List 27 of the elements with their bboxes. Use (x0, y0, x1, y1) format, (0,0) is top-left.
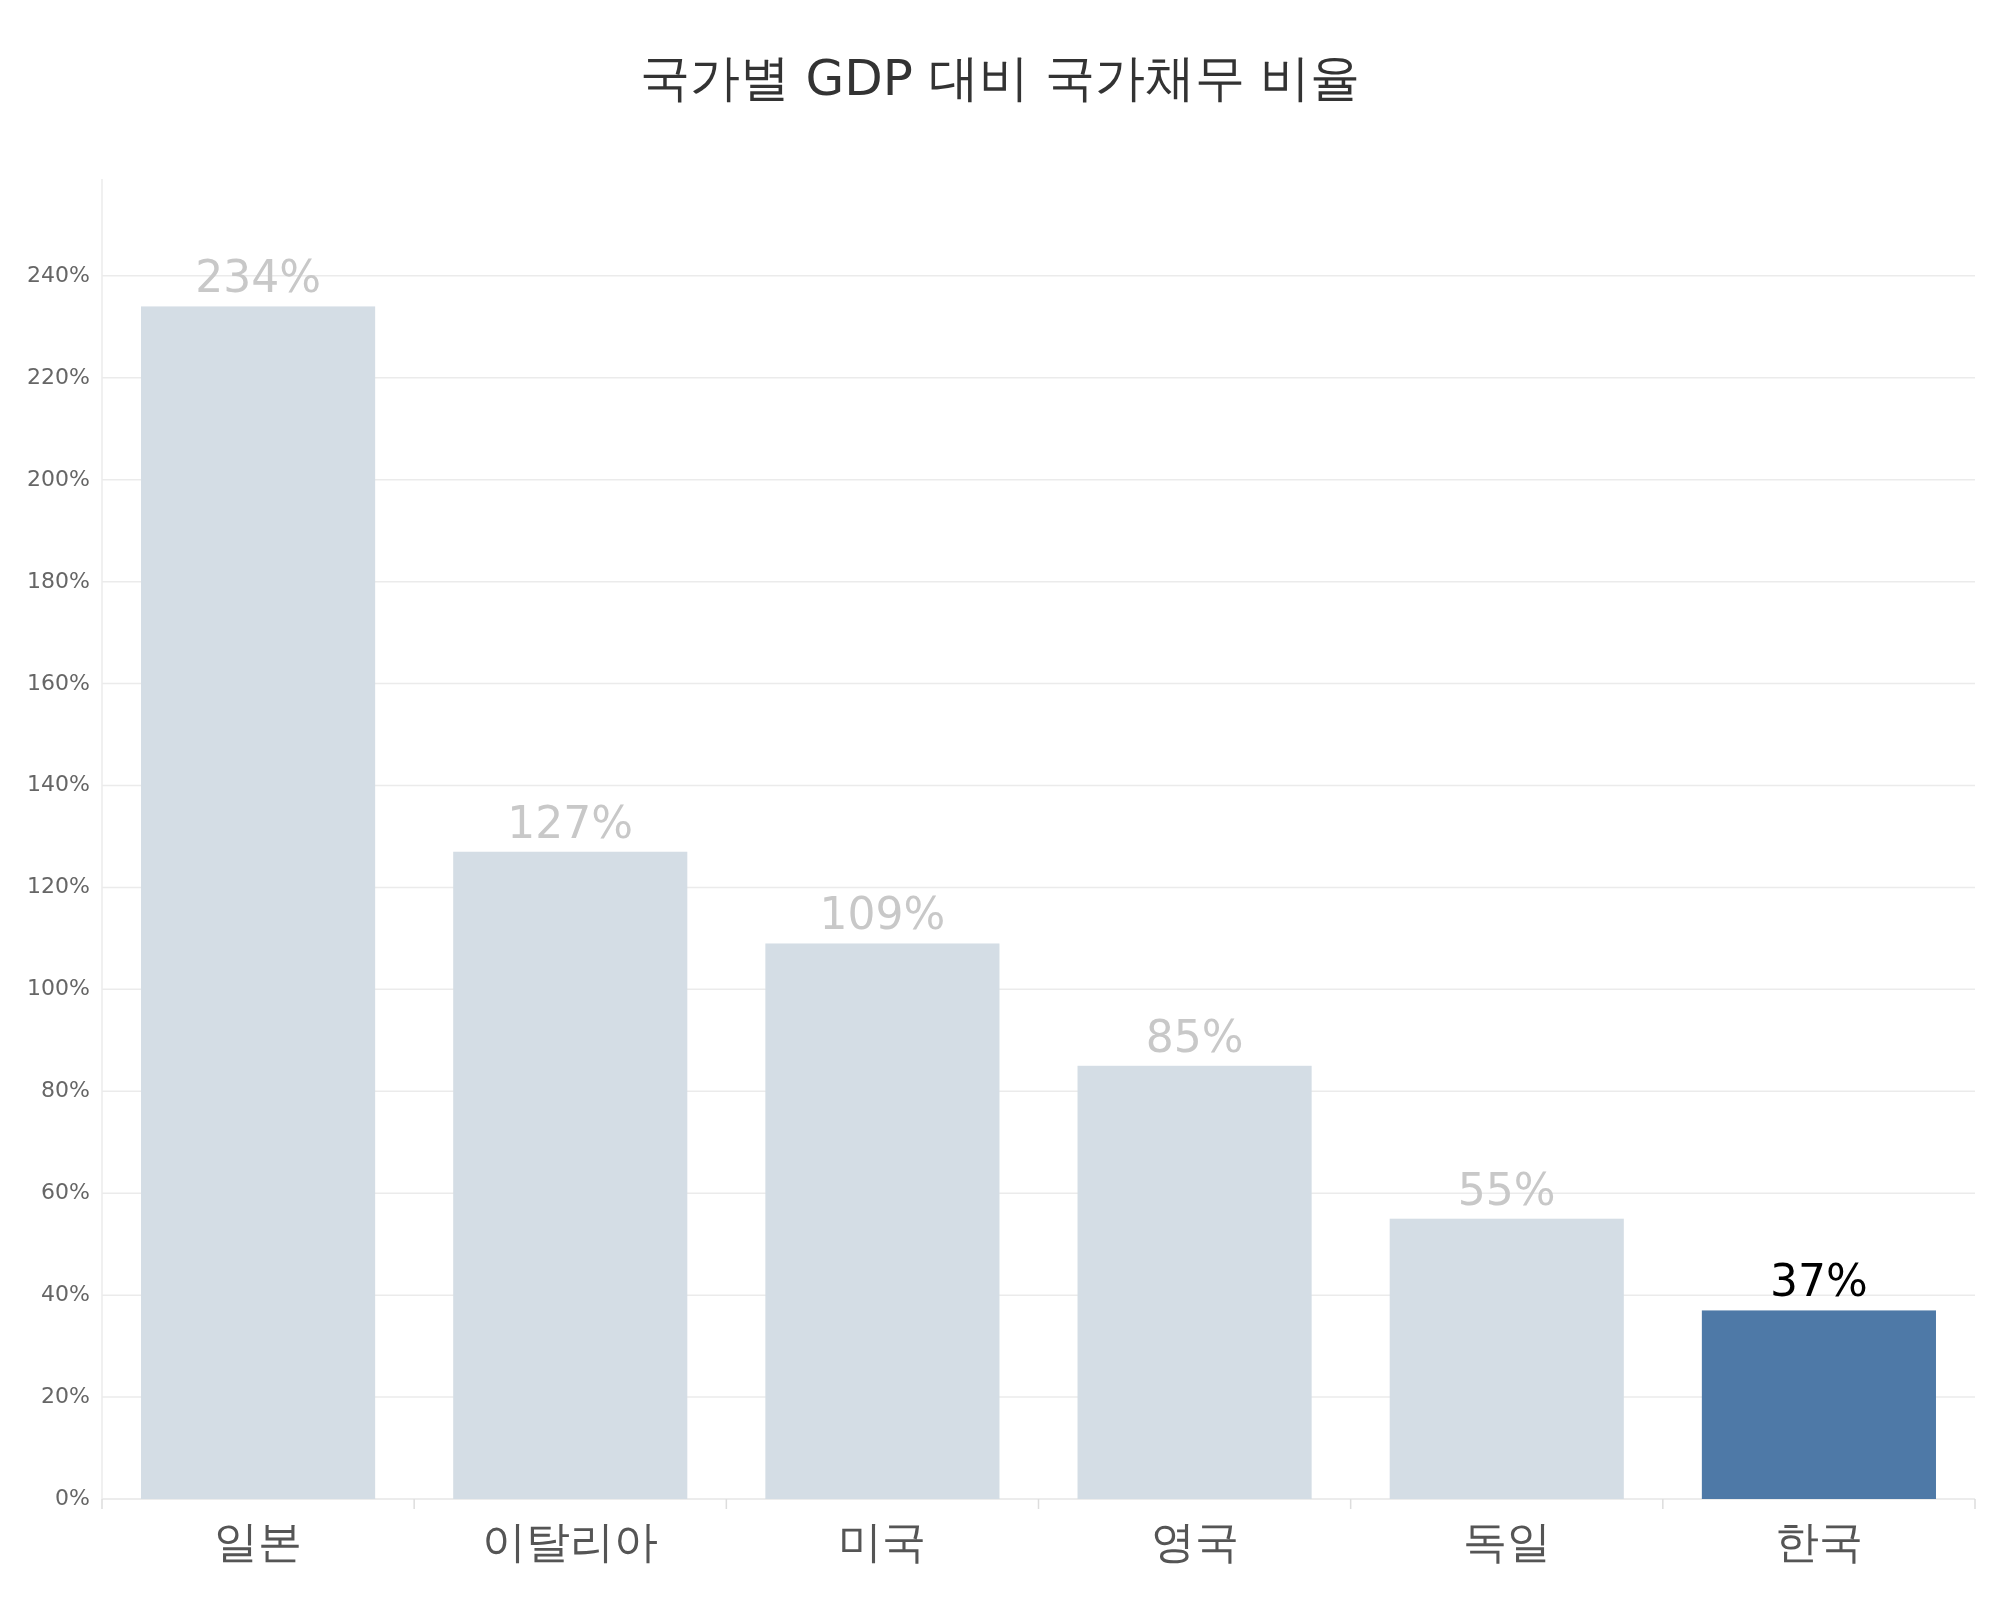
x-tick-label: 영국 (1150, 1516, 1239, 1567)
y-tick-label: 160% (27, 669, 90, 695)
y-tick-label: 40% (41, 1281, 90, 1307)
chart-title: 국가별 GDP 대비 국가채무 비율 (639, 49, 1361, 107)
y-tick-label: 220% (27, 363, 90, 389)
x-tick-label: 일본 (214, 1516, 303, 1567)
data-label: 37% (1770, 1255, 1868, 1307)
bar (1389, 1218, 1624, 1499)
y-tick-label: 20% (41, 1383, 90, 1409)
y-tick-label: 0% (55, 1485, 90, 1510)
bar (1701, 1310, 1936, 1499)
bar (141, 306, 376, 1499)
y-tick-label: 200% (27, 465, 90, 491)
y-tick-label: 180% (27, 567, 90, 593)
y-tick-label: 80% (41, 1077, 90, 1103)
y-tick-label: 60% (41, 1179, 90, 1205)
y-tick-label: 100% (27, 975, 90, 1001)
bar (765, 943, 1000, 1499)
bar (453, 851, 688, 1499)
x-tick-label: 한국 (1774, 1516, 1863, 1567)
x-tick-label: 독일 (1462, 1516, 1551, 1567)
x-tick-label: 이탈리아 (482, 1516, 659, 1567)
y-tick-label: 240% (27, 261, 90, 287)
y-tick-label: 120% (27, 873, 90, 899)
x-tick-label: 미국 (838, 1516, 927, 1567)
bar (1077, 1065, 1312, 1500)
y-tick-label: 140% (27, 771, 90, 797)
